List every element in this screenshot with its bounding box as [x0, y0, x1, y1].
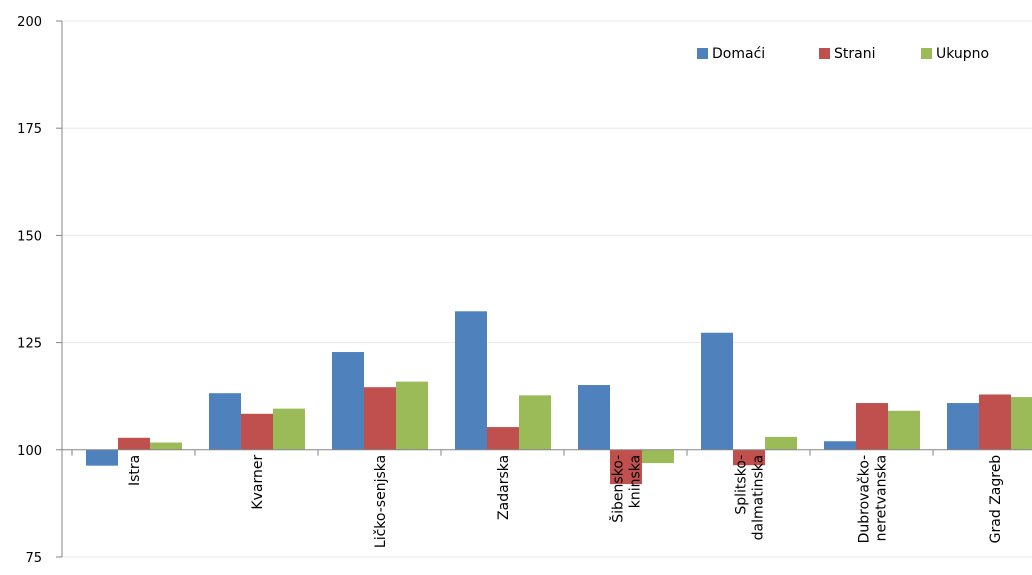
bar: [610, 449, 642, 485]
x-tick-label: Splitsko-: [734, 455, 750, 515]
bar: [1011, 397, 1032, 450]
x-tick-label: neretvanska: [874, 455, 890, 542]
bar: [332, 352, 364, 450]
y-tick-label: 125: [17, 337, 42, 352]
bar: [209, 393, 241, 450]
bar: [888, 410, 920, 450]
x-tick-label: Istra: [127, 455, 143, 486]
bars: [86, 311, 1032, 485]
gridlines: [62, 20, 1032, 558]
x-tick-label: kninska: [628, 455, 644, 508]
legend-label: Ukupno: [936, 46, 989, 62]
legend-swatch: [697, 48, 708, 59]
x-tick-labels: Istra Kvarner Ličko-senjska Zadarska Šibensk…: [127, 455, 1004, 549]
x-tick-label: Grad Zagreb: [988, 455, 1004, 544]
y-tick-label: 75: [25, 551, 42, 566]
bar: [396, 381, 428, 450]
bar: [733, 449, 765, 466]
legend-swatch: [819, 48, 830, 59]
bar: [519, 395, 551, 450]
x-tick-label: Dubrovačko-: [857, 455, 873, 544]
bar: [642, 449, 674, 464]
x-tick-label: dalmatinska: [751, 455, 767, 541]
x-tick-label: Zadarska: [496, 455, 512, 520]
bar: [118, 437, 150, 450]
axes: [56, 20, 1032, 558]
bar: [455, 311, 487, 450]
x-tick-label: Kvarner: [250, 455, 266, 510]
y-tick-label: 175: [17, 122, 42, 137]
bar: [947, 403, 979, 450]
bar: [979, 394, 1011, 450]
bar: [86, 449, 118, 466]
bar: [273, 408, 305, 450]
y-tick-label: 100: [17, 444, 42, 459]
x-tick-label: Ličko-senjska: [373, 455, 389, 548]
bar: [364, 387, 396, 450]
y-tick-label: 200: [17, 15, 42, 30]
bar: [824, 441, 856, 450]
legend: Domaći Strani Ukupno: [697, 46, 989, 62]
bar: [856, 403, 888, 450]
x-tick-label: Šibensko-: [609, 455, 627, 523]
bar: [150, 442, 182, 450]
y-tick-labels: 75 100 125 150 175 200: [17, 15, 42, 566]
bar: [578, 385, 610, 450]
bar: [765, 436, 797, 450]
bar: [487, 427, 519, 450]
legend-swatch: [921, 48, 932, 59]
y-tick-label: 150: [17, 229, 42, 244]
legend-label: Domaći: [712, 46, 765, 62]
bar: [241, 413, 273, 450]
legend-label: Strani: [834, 46, 875, 62]
bar: [701, 332, 733, 450]
